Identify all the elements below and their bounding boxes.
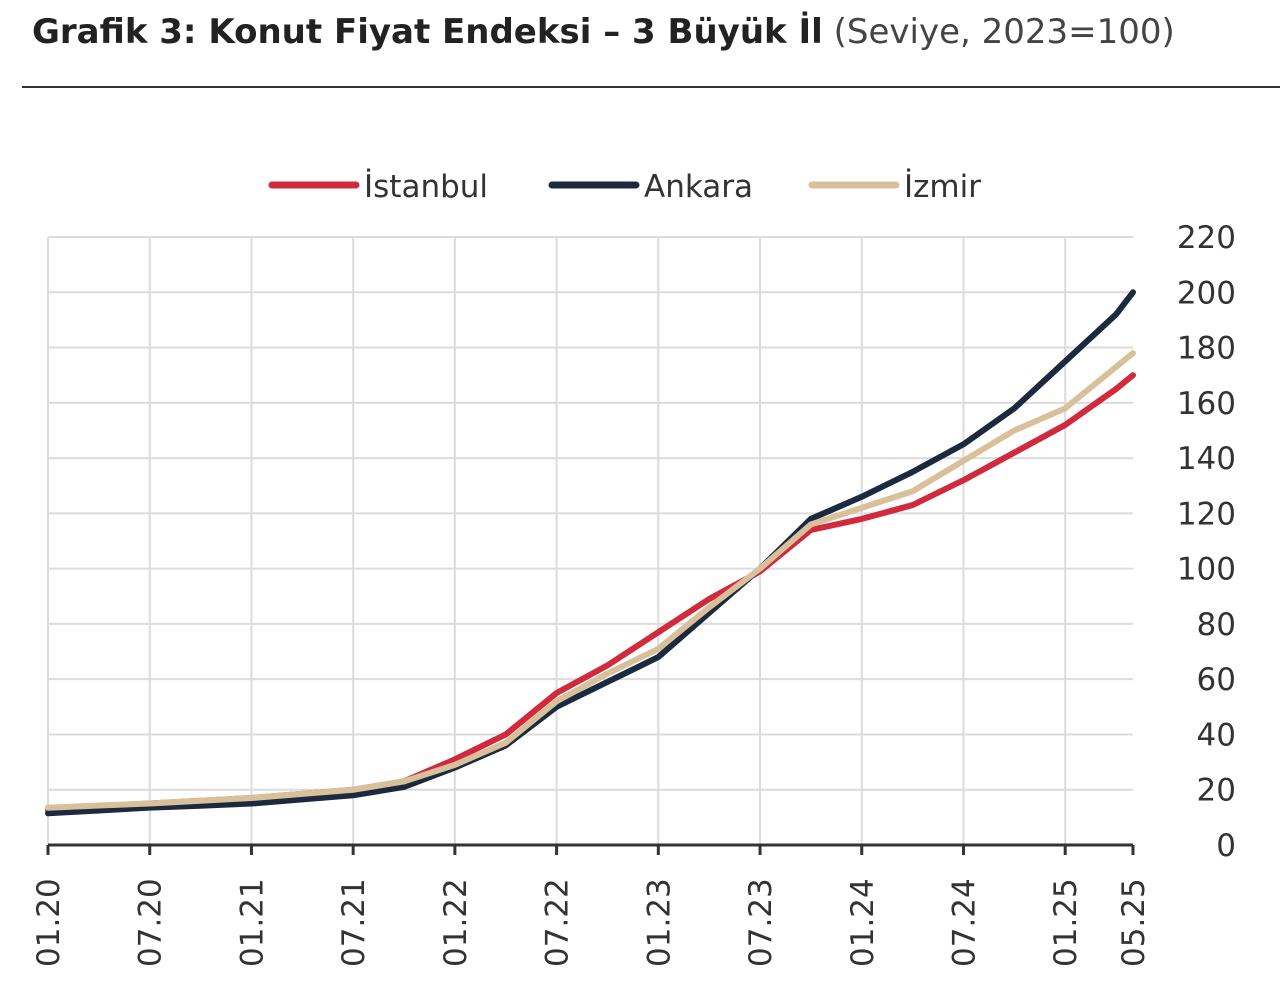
title-rule — [22, 86, 1280, 88]
x-tick-label: 07.23 — [743, 878, 779, 967]
y-tick-label: 0 — [1216, 828, 1236, 864]
x-tick-label: 01.21 — [234, 878, 270, 967]
y-tick-label: 220 — [1177, 220, 1236, 256]
x-tick-label: 01.25 — [1048, 878, 1084, 967]
legend-label: İstanbul — [364, 169, 488, 205]
y-tick-label: 80 — [1197, 607, 1236, 643]
title-main: Grafik 3: Konut Fiyat Endeksi – 3 Büyük … — [32, 12, 823, 52]
x-tick-label: 01.23 — [641, 878, 677, 967]
y-tick-label: 160 — [1177, 386, 1236, 422]
chart-title: Grafik 3: Konut Fiyat Endeksi – 3 Büyük … — [32, 12, 1175, 52]
x-tick-label: 07.22 — [540, 878, 576, 967]
y-tick-label: 180 — [1177, 331, 1236, 367]
y-tick-label: 20 — [1197, 773, 1236, 809]
series-line-1 — [45, 289, 1136, 817]
y-tick-label: 100 — [1177, 552, 1236, 588]
x-tick-label: 07.24 — [946, 878, 982, 967]
x-tick-label: 01.22 — [438, 878, 474, 967]
title-subtitle: (Seviye, 2023=100) — [833, 12, 1175, 52]
series-line-2 — [45, 350, 1136, 811]
legend-label: Ankara — [644, 169, 753, 205]
x-tick-label: 07.21 — [336, 878, 372, 967]
x-tick-label: 01.20 — [31, 878, 67, 967]
y-tick-label: 140 — [1177, 441, 1236, 477]
x-tick-label: 07.20 — [133, 878, 169, 967]
x-tick-label: 05.25 — [1116, 878, 1152, 967]
legend-label: İzmir — [904, 169, 981, 205]
y-tick-label: 200 — [1177, 275, 1236, 311]
y-tick-label: 40 — [1197, 717, 1236, 753]
x-tick-label: 01.24 — [845, 878, 881, 967]
y-tick-label: 120 — [1177, 496, 1236, 532]
y-tick-label: 60 — [1197, 662, 1236, 698]
